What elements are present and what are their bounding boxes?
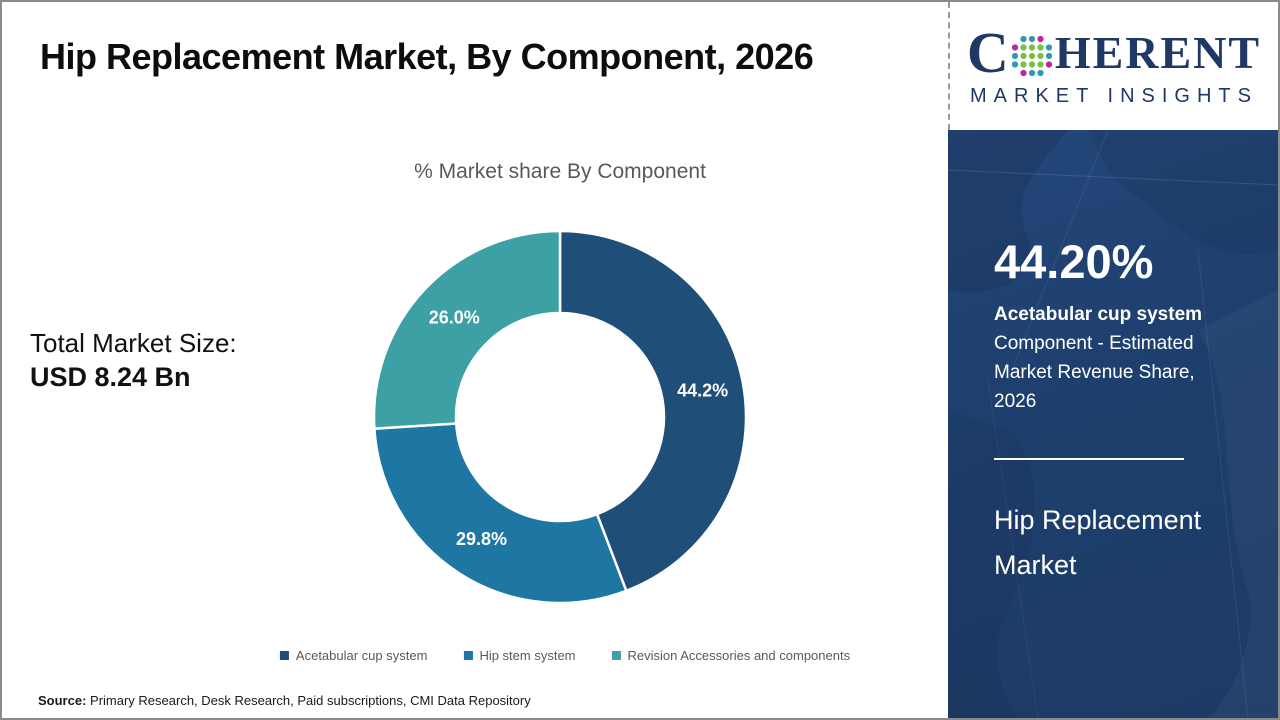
globe-dots-icon bbox=[1011, 35, 1052, 77]
legend-label-2: Hip stem system bbox=[479, 648, 576, 663]
total-market-size-label: Total Market Size: bbox=[30, 328, 237, 358]
world-map-texture bbox=[948, 130, 1278, 718]
coherent-logo: C HERENT MARKET INSIGHTS bbox=[967, 24, 1261, 108]
slice-label-2: 29.8% bbox=[456, 529, 507, 549]
donut-slice-3 bbox=[374, 231, 562, 430]
legend-label-3: Revision Accessories and components bbox=[627, 648, 851, 663]
donut-slice-1 bbox=[558, 231, 746, 593]
slice-label-3: 26.0% bbox=[429, 308, 480, 328]
stat-description: Acetabular cup system Component - Estima… bbox=[994, 300, 1229, 416]
legend-swatch-2 bbox=[463, 651, 473, 660]
donut-chart: 44.2% 29.8% 26.0% bbox=[374, 231, 746, 603]
divider-line bbox=[994, 458, 1184, 460]
source-label: Source: bbox=[38, 693, 87, 708]
legend-swatch-1 bbox=[279, 651, 289, 660]
source-note: Source: Primary Research, Desk Research,… bbox=[38, 693, 531, 708]
legend-swatch-3 bbox=[611, 651, 621, 660]
chart-title: % Market share By Component bbox=[414, 160, 706, 183]
stat-description-rest: Component - Estimated Market Revenue Sha… bbox=[994, 333, 1195, 412]
legend-item-1: Acetabular cup system bbox=[279, 648, 428, 663]
legend-item-2: Hip stem system bbox=[463, 648, 576, 663]
market-name: Hip Replacement Market bbox=[994, 505, 1202, 580]
chart-legend: Acetabular cup system Hip stem system Revi… bbox=[279, 648, 851, 663]
legend-item-3: Revision Accessories and components bbox=[611, 648, 851, 663]
logo-area: C HERENT MARKET INSIGHTS bbox=[948, 2, 1278, 130]
logo-subtitle: MARKET INSIGHTS bbox=[970, 85, 1258, 107]
total-market-size-value: USD 8.24 Bn bbox=[30, 362, 191, 392]
sidebar-panel: 44.20% Acetabular cup system Component -… bbox=[948, 130, 1278, 718]
donut-chart-svg: 44.2% 29.8% 26.0% bbox=[374, 231, 746, 603]
page-title: Hip Replacement Market, By Component, 20… bbox=[40, 36, 814, 77]
slice-label-1: 44.2% bbox=[677, 381, 728, 401]
main-content: Hip Replacement Market, By Component, 20… bbox=[2, 2, 948, 718]
logo-letter-c: C bbox=[966, 20, 1009, 85]
legend-label-1: Acetabular cup system bbox=[295, 648, 428, 663]
stat-description-bold: Acetabular cup system bbox=[994, 304, 1203, 325]
logo-wordmark: C HERENT bbox=[967, 24, 1261, 82]
stat-value: 44.20% bbox=[994, 235, 1154, 288]
sidebar-content: 44.20% Acetabular cup system Component -… bbox=[948, 130, 1278, 588]
logo-letters-rest: HERENT bbox=[1054, 27, 1262, 78]
source-text: Primary Research, Desk Research, Paid su… bbox=[86, 693, 531, 708]
sidebar: C HERENT MARKET INSIGHTS 44.20% Ace bbox=[948, 2, 1278, 718]
total-market-size: Total Market Size: USD 8.24 Bn bbox=[30, 326, 237, 394]
donut-slice-2 bbox=[374, 422, 628, 603]
